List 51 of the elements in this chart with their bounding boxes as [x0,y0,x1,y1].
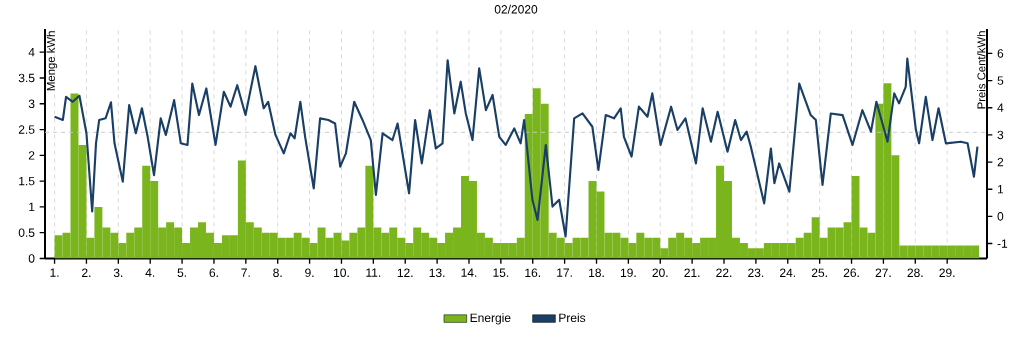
y2-tick-label: 1 [997,185,1004,194]
y-tick-label: 2.5 [18,125,35,134]
x-tick-label: 4. [145,268,155,277]
y-tick-label: 3.5 [18,73,35,83]
x-tick-label: 7. [241,268,250,277]
x-tick-label: 3. [113,268,123,278]
x-tick-label: 17. [557,268,572,277]
x-tick-label: 1. [50,268,59,277]
y2-tick-label: 5 [997,76,1004,85]
y-tick-label: 2 [28,151,35,160]
x-tick-label: 6. [209,268,218,278]
y-tick-label: 1 [29,202,35,212]
x-tick-label: 15. [493,268,509,277]
x-tick-label: 22. [716,268,732,277]
y2-tick-label: -1 [997,239,1008,248]
x-tick-label: 10. [334,268,349,278]
x-tick-label: 20. [652,268,668,278]
x-tick-label: 19. [620,268,636,278]
x-tick-label: 25. [811,268,827,278]
y-tick-label: 4 [28,48,35,57]
x-tick-label: 27. [875,268,891,277]
x-tick-label: 14. [461,268,477,277]
y-tick-label: 0 [28,254,35,263]
y-axis-title: Menge kWh [46,31,58,91]
x-tick-label: 18. [589,268,604,278]
x-tick-label: 16. [525,268,540,278]
x-tick-label: 23. [748,268,764,278]
legend-label: Energie [470,313,511,325]
chart-title: 02/2020 [494,4,538,14]
x-tick-label: 9. [305,268,314,278]
x-tick-label: 26. [843,268,859,278]
legend-label: Preis [559,313,586,323]
x-tick-label: 12. [397,268,413,277]
y-tick-label: 1.5 [19,176,35,186]
x-tick-label: 2. [82,268,91,277]
y-tick-label: 0.5 [18,228,35,237]
y2-tick-label: 4 [997,103,1004,112]
x-tick-label: 13. [429,268,445,278]
x-tick-label: 5. [177,268,186,277]
y2-tick-label: 0 [997,212,1004,221]
y-tick-label: 3 [28,99,35,109]
x-tick-label: 28. [907,268,923,278]
x-tick-label: 11. [366,268,381,277]
x-tick-label: 21. [684,268,700,277]
y2-tick-label: 6 [997,49,1004,58]
y2-tick-label: 3 [997,130,1004,140]
y2-axis-title: Preis Cent/kWh [977,31,986,109]
x-tick-label: 8. [273,268,282,278]
x-tick-label: 29. [939,268,955,278]
y2-tick-label: 2 [997,157,1004,167]
x-tick-label: 24. [780,268,796,277]
